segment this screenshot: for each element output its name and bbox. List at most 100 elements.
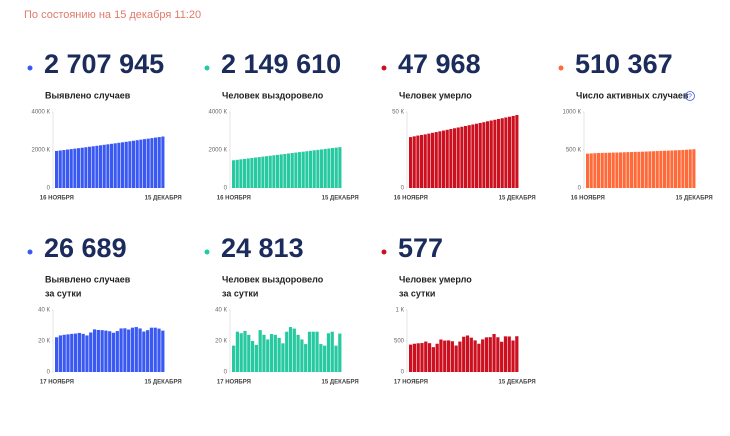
bar <box>315 331 319 372</box>
bar <box>232 345 236 372</box>
bar <box>500 118 504 188</box>
bar <box>434 132 438 188</box>
metric-subtitle: за сутки <box>222 288 258 298</box>
bar <box>438 131 442 188</box>
y-tick-label: 1000 К <box>562 110 581 116</box>
bar <box>334 345 338 372</box>
bar <box>327 148 331 188</box>
help-icon-mark: ? <box>688 93 692 100</box>
bar <box>338 333 342 372</box>
bar <box>320 149 324 188</box>
bar <box>478 122 482 188</box>
bar <box>85 335 89 372</box>
bar <box>106 144 110 188</box>
total-value: 510 367 <box>575 49 673 79</box>
bar <box>670 150 674 188</box>
bar <box>508 116 512 188</box>
bar <box>424 341 428 372</box>
x-tick-label: 15 ДЕКАБРЯ <box>145 380 182 386</box>
bar <box>146 330 150 372</box>
metric-title: Число активных случаев <box>576 90 689 100</box>
bar <box>247 334 251 372</box>
bar <box>493 119 497 188</box>
bar <box>265 156 269 188</box>
x-tick-label: 17 НОЯБРЯ <box>394 380 428 386</box>
bar <box>73 333 78 372</box>
bar <box>115 331 119 372</box>
total-value: 24 813 <box>221 233 304 263</box>
metric-title: Выявлено случаев <box>45 274 131 284</box>
bar <box>446 340 451 372</box>
x-tick-label: 15 ДЕКАБРЯ <box>322 196 359 202</box>
bar <box>416 343 420 372</box>
bar <box>296 334 300 372</box>
y-tick-label: 0 <box>47 186 51 192</box>
bar <box>331 148 335 188</box>
metric-subtitle: за сутки <box>45 288 81 298</box>
bar <box>258 330 262 372</box>
bar <box>504 117 508 188</box>
metric-title: Человек умерло <box>399 90 472 100</box>
y-tick-label: 0 <box>578 186 582 192</box>
bar <box>138 328 142 372</box>
bar <box>439 339 443 372</box>
bar <box>450 341 454 372</box>
bar <box>600 152 604 188</box>
bar <box>677 150 681 188</box>
bullet <box>204 249 210 255</box>
bar <box>412 136 416 188</box>
bar <box>454 345 458 372</box>
bar <box>469 337 473 372</box>
bar <box>500 341 504 372</box>
bar <box>626 152 630 188</box>
bar <box>511 340 515 372</box>
bar <box>254 344 258 372</box>
bar <box>330 331 334 372</box>
bar <box>130 327 135 372</box>
bar <box>307 331 312 372</box>
bar <box>99 145 103 188</box>
bar <box>471 124 475 188</box>
bar <box>269 334 274 372</box>
bar <box>503 336 508 372</box>
bar <box>305 151 309 188</box>
bar <box>80 147 84 188</box>
bar <box>157 328 161 372</box>
bar <box>334 147 338 188</box>
x-tick-label: 16 НОЯБРЯ <box>571 196 605 202</box>
bar <box>157 137 161 188</box>
bar <box>475 123 479 188</box>
metric-title: Выявлено случаев <box>45 90 131 100</box>
bar <box>89 332 93 372</box>
bar <box>464 125 468 188</box>
bar <box>146 138 150 188</box>
bar <box>445 129 449 188</box>
bar <box>326 333 331 372</box>
bar <box>681 149 685 188</box>
bar <box>266 339 270 372</box>
bar <box>127 329 131 372</box>
bar <box>95 145 99 188</box>
bar <box>420 134 424 188</box>
bar <box>123 328 127 372</box>
metric-subtitle: за сутки <box>399 288 435 298</box>
bar <box>435 343 439 372</box>
bar <box>692 149 696 188</box>
bar <box>597 153 601 188</box>
bullet <box>204 65 210 71</box>
y-tick-label: 40 К <box>38 308 50 314</box>
bar <box>496 337 500 372</box>
bar <box>319 344 323 372</box>
bar <box>323 148 327 188</box>
y-tick-label: 2000 К <box>31 148 50 154</box>
bar <box>88 146 92 188</box>
bar <box>100 330 104 372</box>
bar <box>497 118 501 188</box>
bullet <box>27 65 33 71</box>
bar <box>250 341 255 372</box>
y-tick-label: 50 К <box>392 110 404 116</box>
bar <box>55 337 59 372</box>
bar <box>73 148 77 188</box>
bar <box>659 150 663 188</box>
